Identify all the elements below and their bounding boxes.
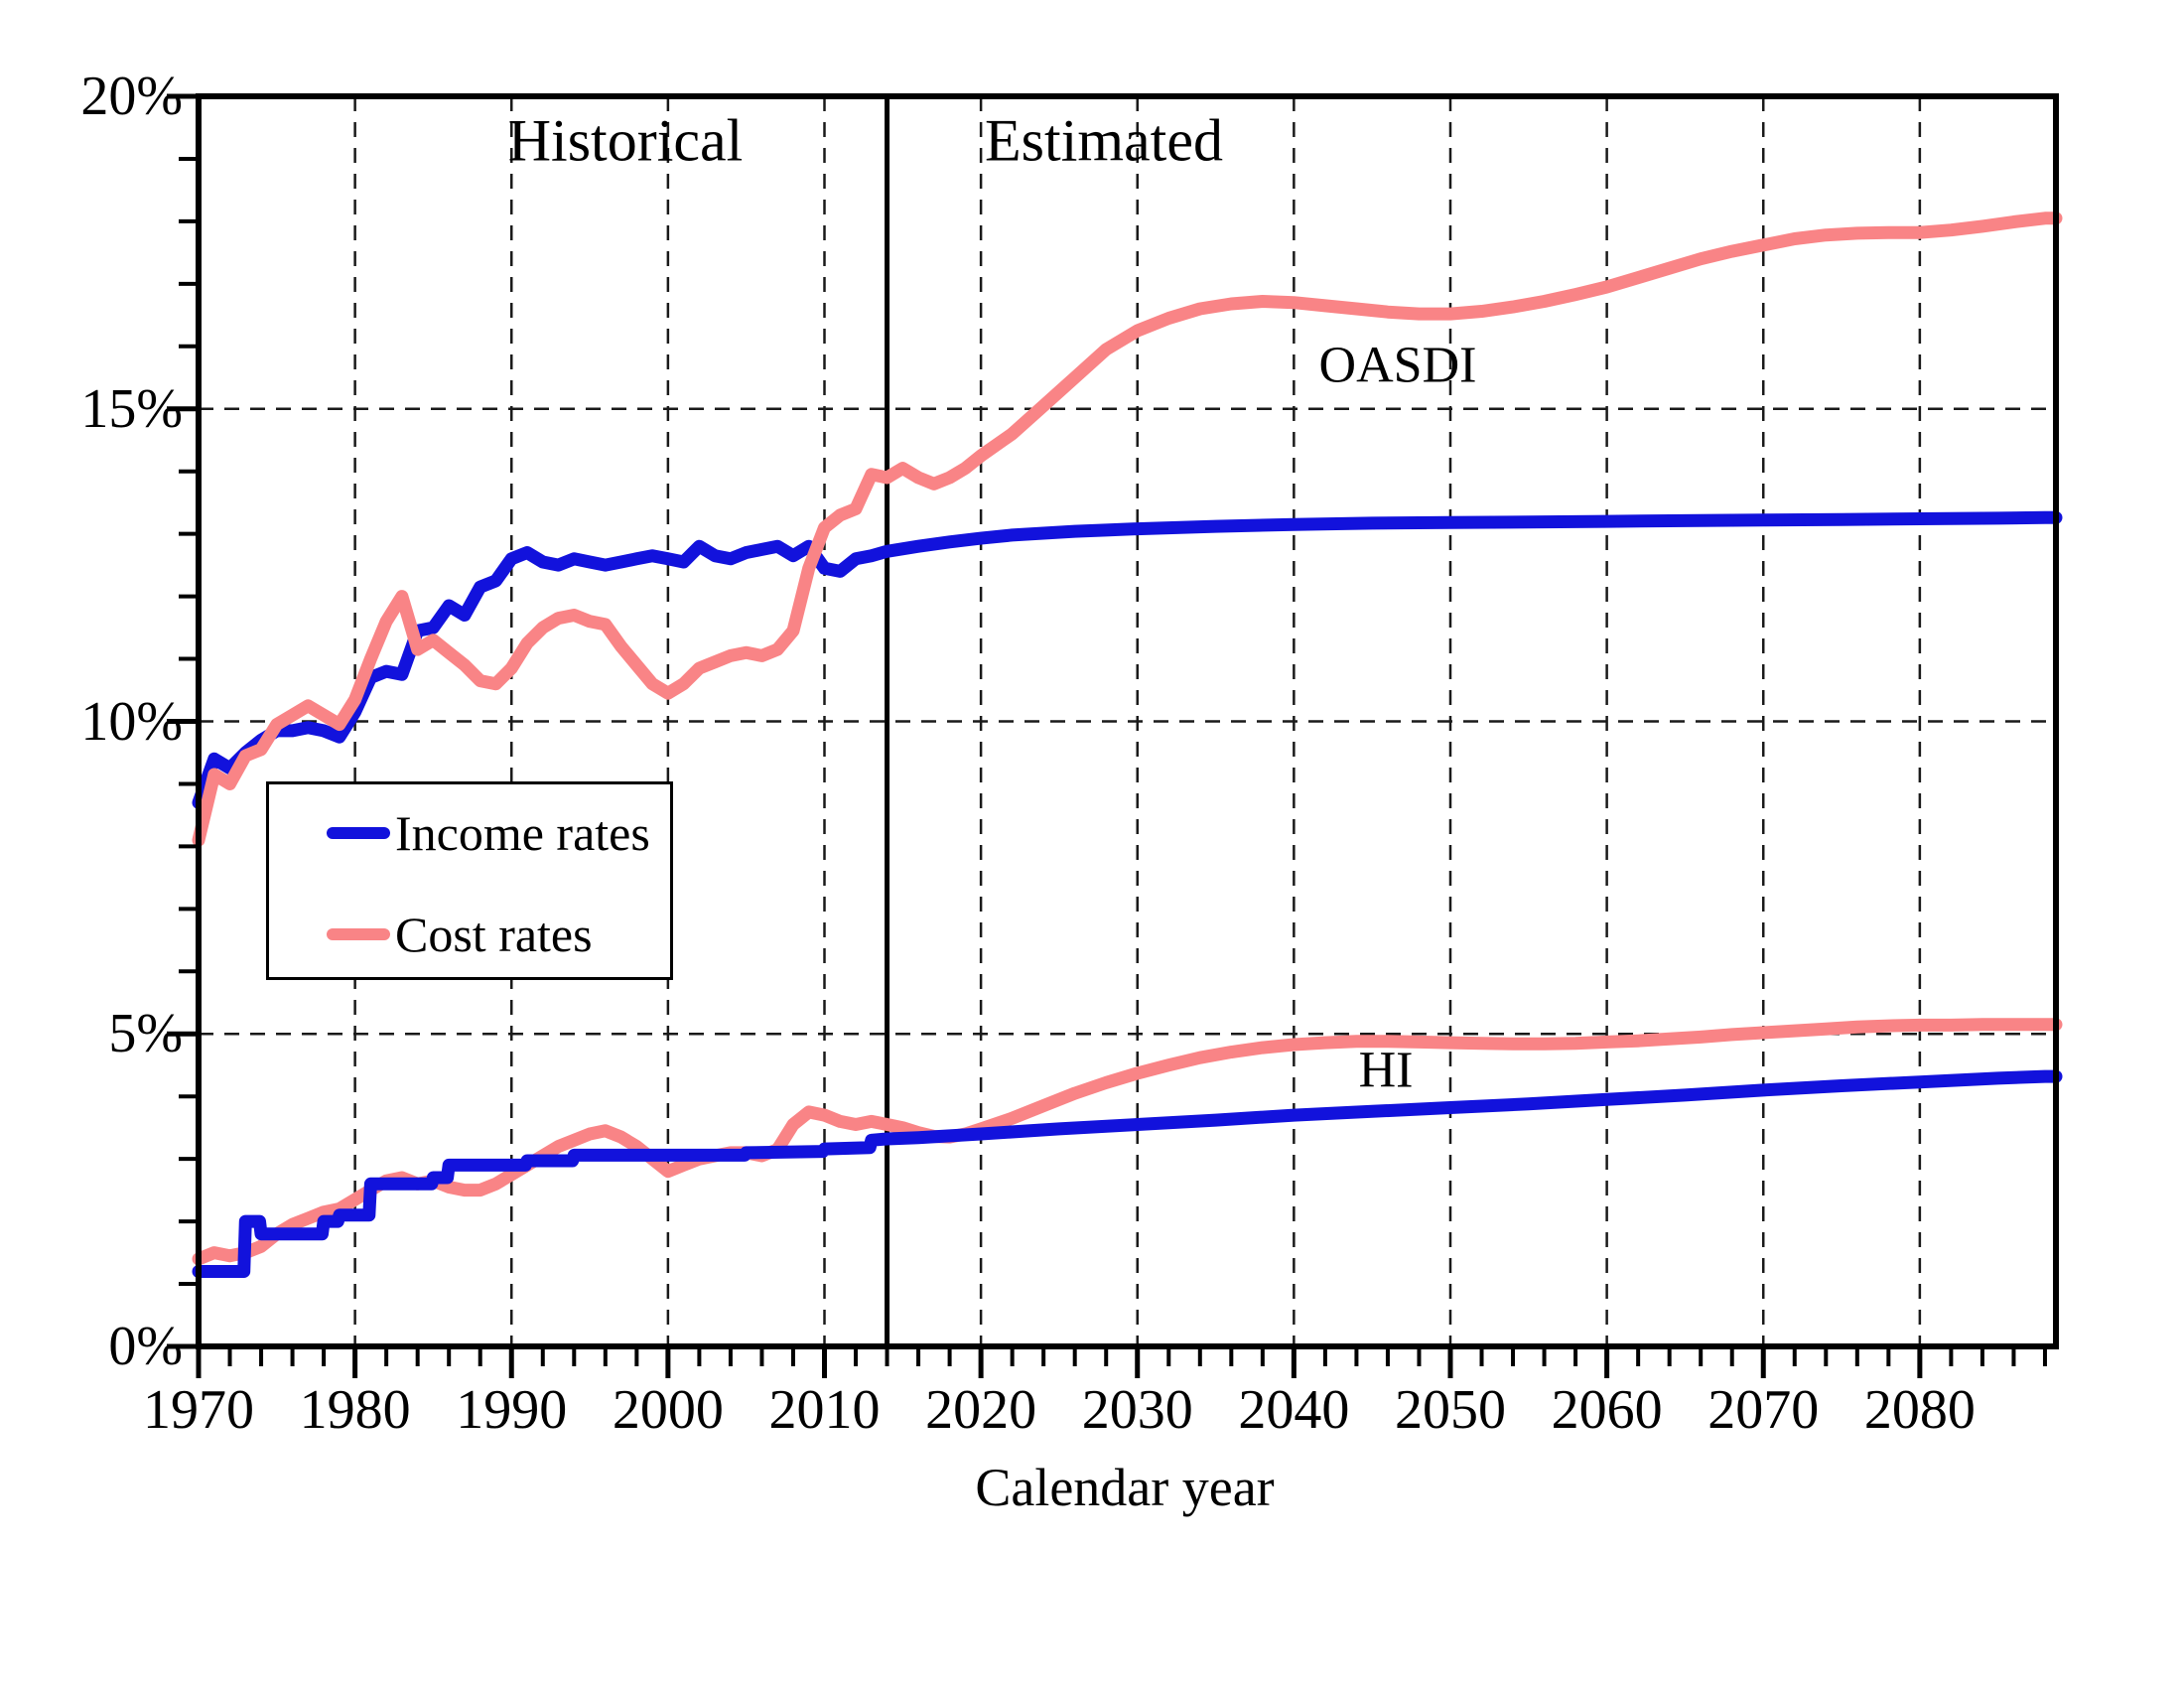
x-tick-label: 1980 <box>299 1379 411 1441</box>
series-oasdi_cost <box>192 211 2063 847</box>
x-tick-label: 2070 <box>1707 1379 1820 1441</box>
x-tick-label: 2050 <box>1394 1379 1506 1441</box>
x-axis-title: Calendar year <box>975 1458 1275 1517</box>
x-tick-label: 2080 <box>1863 1379 1976 1441</box>
x-tick-label: 2030 <box>1081 1379 1193 1441</box>
series-oasdi_income <box>192 510 2063 809</box>
x-tick-label: 2010 <box>768 1379 881 1441</box>
label-historical: Historical <box>507 107 744 174</box>
series-hi_cost <box>192 1018 2063 1266</box>
legend-cost-row: Cost rates <box>327 910 593 959</box>
y-tick-label: 15% <box>80 377 183 440</box>
y-tick-label: 0% <box>108 1316 183 1377</box>
legend-cost-label: Cost rates <box>395 907 593 962</box>
y-tick-label: 5% <box>108 1003 183 1065</box>
series-hi_income <box>192 1069 2063 1278</box>
y-tick-label: 10% <box>80 690 183 753</box>
x-tick-label: 2020 <box>925 1379 1037 1441</box>
y-tick-label: 20% <box>80 66 183 127</box>
label-hi: HI <box>1358 1042 1414 1099</box>
label-oasdi: OASDI <box>1318 337 1477 394</box>
income-line-swatch <box>327 827 390 839</box>
x-tick-label: 2000 <box>612 1379 724 1441</box>
legend: Income rates Cost rates <box>266 781 673 980</box>
legend-income-label: Income rates <box>395 805 650 861</box>
legend-income-row: Income rates <box>327 808 650 858</box>
cost-line-swatch <box>327 928 390 940</box>
x-tick-label: 2060 <box>1551 1379 1663 1441</box>
x-tick-label: 1990 <box>456 1379 568 1441</box>
x-tick-label: 1970 <box>143 1379 254 1441</box>
x-tick-label: 2040 <box>1238 1379 1350 1441</box>
label-estimated: Estimated <box>985 107 1223 174</box>
